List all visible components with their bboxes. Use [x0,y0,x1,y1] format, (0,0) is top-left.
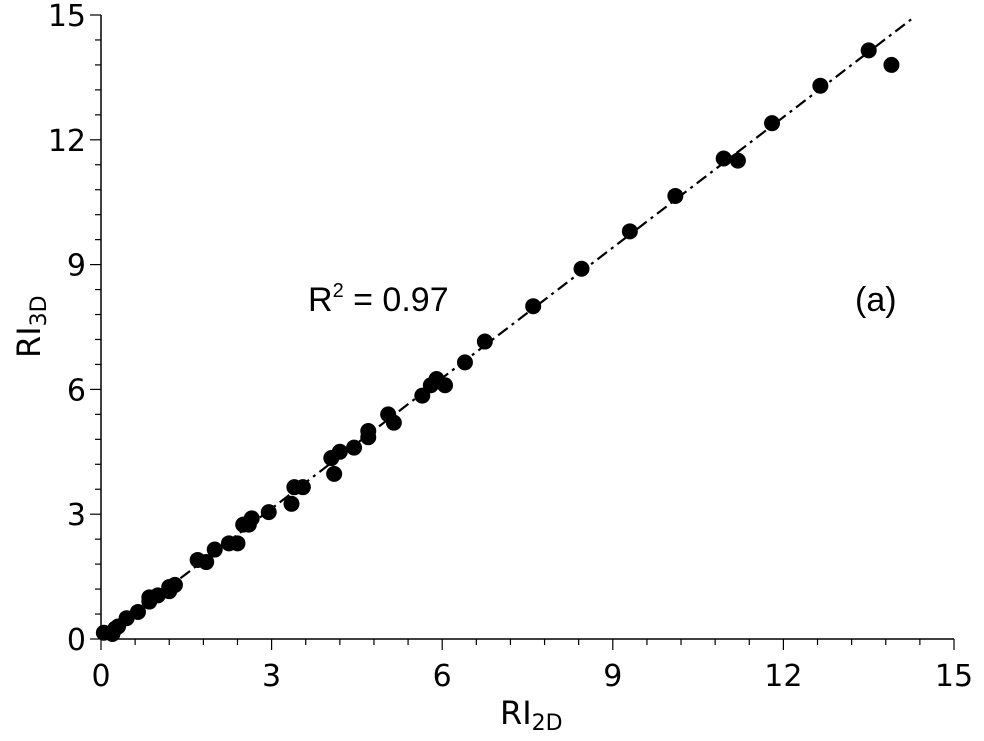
data-point [198,554,215,571]
data-point [243,510,260,527]
data-point [476,333,493,350]
data-point [621,223,638,240]
data-point [812,77,829,94]
data-point [346,439,363,456]
data-point [166,576,183,593]
y-tick-label: 15 [48,0,86,34]
panel-label: (a) [855,281,897,319]
data-point [667,187,684,204]
x-axis-title: RI2D [500,694,563,736]
x-tick-label: 9 [603,659,622,694]
data-point [764,115,781,132]
y-tick-label: 0 [67,623,86,658]
y-tick-label: 6 [67,373,86,408]
data-point [437,377,454,394]
data-point [260,504,277,521]
data-point [715,150,732,167]
data-point [525,298,542,315]
axes: 0 3 6 9 12 15 0 3 6 9 12 15 [48,0,973,694]
y-tick-label: 3 [67,498,86,533]
data-point [456,354,473,371]
x-tick-label: 0 [91,659,110,694]
data-point [283,495,300,512]
y-tick-label: 12 [48,124,86,159]
y-axis-title: RI3D [10,295,52,358]
data-point [129,603,146,620]
data-point [331,443,348,460]
data-point [860,42,877,59]
x-tick-label: 15 [935,659,973,694]
x-tick-label: 3 [262,659,281,694]
data-point [360,429,377,446]
data-point [294,479,311,496]
data-point [883,56,900,73]
x-tick-label: 6 [433,659,452,694]
y-tick-label: 9 [67,249,86,284]
r2-annotation: R2 = 0.97 [308,280,449,319]
data-point [206,541,223,558]
data-points [95,42,900,643]
data-point [229,535,246,552]
x-tick-label: 12 [764,659,802,694]
data-point [326,465,343,482]
data-point [385,414,402,431]
data-point [729,152,746,169]
data-point [573,260,590,277]
